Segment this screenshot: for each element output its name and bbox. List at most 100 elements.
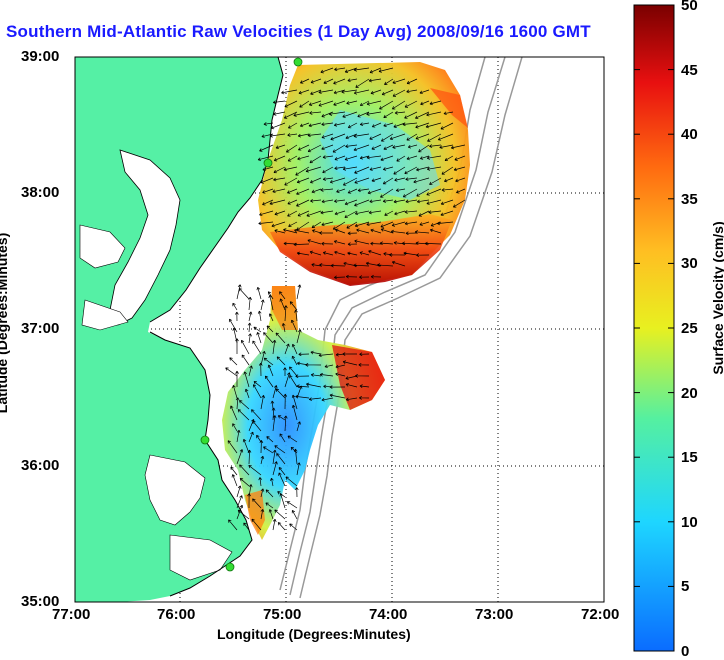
velocity-arrow bbox=[354, 166, 370, 174]
velocity-arrow bbox=[359, 395, 370, 400]
velocity-arrow bbox=[353, 67, 370, 72]
x-tick-label: 74:00 bbox=[369, 606, 408, 623]
velocity-arrow bbox=[264, 375, 274, 388]
velocity-arrow bbox=[232, 327, 238, 344]
velocity-arrow bbox=[415, 133, 430, 140]
velocity-arrow bbox=[297, 133, 310, 138]
velocity-arrow bbox=[342, 166, 358, 171]
velocity-arrow bbox=[256, 332, 262, 344]
velocity-arrow bbox=[355, 78, 370, 88]
velocity-arrow bbox=[238, 288, 250, 300]
velocity-arrow bbox=[279, 493, 286, 509]
velocity-arrow bbox=[342, 177, 358, 186]
velocity-arrow bbox=[274, 445, 286, 454]
velocity-arrow bbox=[420, 100, 430, 106]
velocity-arrow bbox=[268, 313, 274, 322]
velocity-arrow bbox=[296, 329, 302, 344]
velocity-arrow bbox=[384, 210, 394, 216]
velocity-arrow bbox=[354, 210, 370, 216]
velocity-arrow bbox=[299, 100, 310, 108]
velocity-arrow bbox=[359, 122, 370, 127]
velocity-arrow bbox=[392, 89, 406, 97]
velocity-arrow bbox=[369, 133, 382, 140]
velocity-arrow bbox=[293, 242, 310, 247]
x-tick-label: 76:00 bbox=[157, 606, 196, 623]
velocity-arrow bbox=[321, 397, 334, 402]
velocity-arrow bbox=[441, 188, 454, 192]
velocity-arrow bbox=[294, 309, 298, 322]
velocity-arrow bbox=[406, 78, 418, 85]
velocity-arrow bbox=[347, 251, 358, 256]
velocity-arrow bbox=[274, 509, 286, 520]
velocity-arrow bbox=[320, 188, 334, 192]
velocity-arrow bbox=[291, 355, 298, 366]
velocity-arrow bbox=[260, 350, 266, 366]
velocity-arrow bbox=[300, 78, 310, 84]
velocity-arrow bbox=[236, 429, 241, 443]
velocity-arrow bbox=[371, 122, 382, 128]
velocity-arrow bbox=[307, 239, 322, 245]
velocity-arrow bbox=[289, 301, 298, 311]
velocity-arrow bbox=[293, 448, 298, 465]
velocity-arrow bbox=[405, 231, 418, 236]
velocity-arrow bbox=[333, 240, 346, 245]
velocity-arrow bbox=[344, 199, 358, 206]
velocity-arrow bbox=[402, 122, 418, 127]
velocity-arrow bbox=[263, 332, 274, 344]
velocity-arrow bbox=[310, 373, 322, 377]
velocity-arrow bbox=[406, 133, 418, 141]
velocity-arrow bbox=[429, 177, 442, 185]
velocity-arrow bbox=[333, 89, 346, 95]
velocity-arrow bbox=[284, 100, 298, 108]
velocity-arrow bbox=[310, 199, 322, 203]
velocity-arrow bbox=[404, 166, 418, 175]
velocity-arrow bbox=[319, 372, 334, 377]
velocity-arrow bbox=[230, 466, 238, 476]
velocity-arrow bbox=[239, 477, 250, 487]
velocity-arrow bbox=[369, 166, 382, 171]
velocity-arrow bbox=[284, 372, 291, 388]
velocity-arrow bbox=[450, 144, 466, 150]
velocity-arrow bbox=[291, 509, 298, 520]
velocity-arrow bbox=[273, 155, 286, 162]
velocity-arrow bbox=[322, 155, 334, 159]
velocity-arrow bbox=[270, 477, 274, 487]
velocity-arrow bbox=[402, 188, 418, 198]
velocity-arrow bbox=[427, 133, 442, 142]
velocity-arrow bbox=[281, 89, 298, 95]
velocity-arrow bbox=[390, 229, 406, 234]
velocity-arrow bbox=[277, 522, 286, 531]
velocity-arrow bbox=[419, 155, 430, 160]
velocity-arrow bbox=[321, 133, 334, 139]
velocity-arrow bbox=[380, 228, 394, 234]
velocity-arrow bbox=[394, 111, 406, 115]
velocity-arrow bbox=[369, 67, 382, 74]
velocity-arrow bbox=[242, 438, 250, 454]
velocity-arrow bbox=[294, 487, 299, 498]
velocity-arrow bbox=[285, 144, 298, 153]
velocity-arrow bbox=[268, 509, 274, 520]
velocity-arrow bbox=[452, 199, 466, 208]
velocity-arrow bbox=[329, 177, 346, 184]
velocity-arrow bbox=[272, 188, 286, 194]
velocity-arrow bbox=[353, 89, 370, 95]
velocity-arrow bbox=[298, 144, 310, 151]
velocity-arrow bbox=[366, 155, 382, 160]
velocity-arrow bbox=[456, 188, 466, 194]
velocity-arrow bbox=[262, 166, 274, 172]
velocity-arrow bbox=[248, 431, 254, 443]
velocity-arrow bbox=[324, 364, 334, 369]
velocity-arrow bbox=[270, 400, 275, 410]
velocity-arrow bbox=[382, 199, 394, 203]
velocity-arrow bbox=[296, 199, 310, 207]
velocity-arrow bbox=[234, 311, 239, 322]
velocity-arrow bbox=[311, 188, 322, 194]
station-marker bbox=[200, 435, 210, 445]
velocity-arrow bbox=[328, 111, 346, 116]
velocity-arrow bbox=[443, 111, 454, 116]
velocity-arrow bbox=[291, 394, 298, 410]
velocity-arrow bbox=[248, 365, 253, 377]
velocity-arrow bbox=[296, 177, 310, 184]
velocity-arrow bbox=[241, 354, 250, 366]
velocity-arrow bbox=[359, 251, 370, 256]
